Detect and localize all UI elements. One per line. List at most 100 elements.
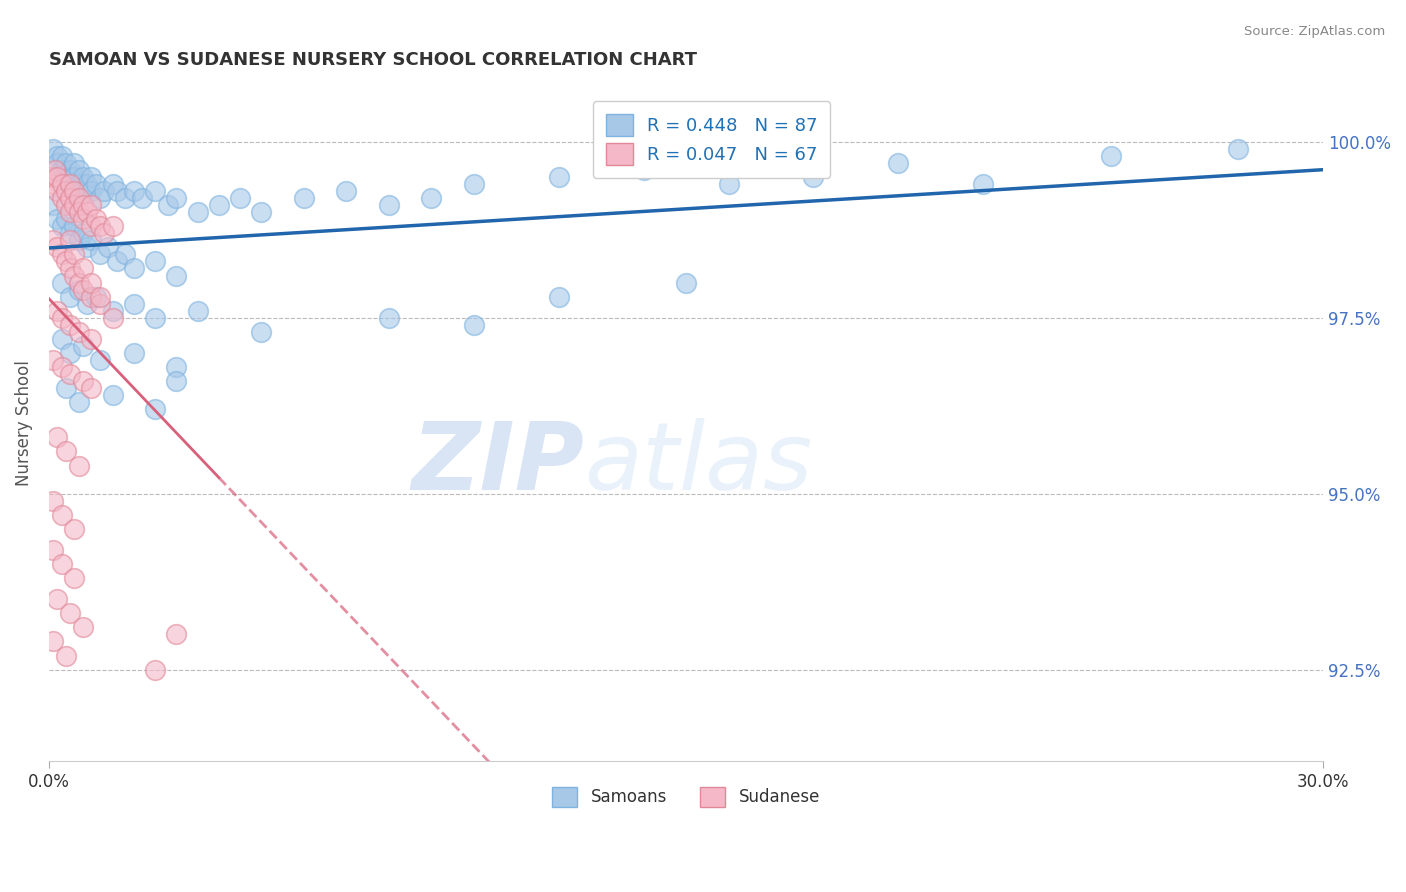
Point [93,227,115,241]
Point [887,156,910,170]
Point [42,233,65,247]
Text: Source: ZipAtlas.com: Source: ZipAtlas.com [1244,25,1385,38]
Point [72,339,94,353]
Point [72,620,94,634]
Point [51,191,73,205]
Point [72,212,94,227]
Point [97,240,120,254]
Point [59,191,82,205]
Point [51,310,73,325]
Point [114,191,136,205]
Point [84,290,107,304]
Point [67,325,90,339]
Point [46,430,69,444]
Point [55,381,77,395]
Point [63,268,86,283]
Point [55,198,77,212]
Point [165,359,187,374]
Point [63,219,86,234]
Point [80,233,103,247]
Point [72,283,94,297]
Point [59,346,82,360]
Point [59,607,82,621]
Point [63,169,86,184]
Point [335,184,357,198]
Point [143,254,166,268]
Point [80,184,103,198]
Point [89,296,111,310]
Point [59,205,82,219]
Point [143,402,166,417]
Point [105,184,128,198]
Point [84,177,107,191]
Point [67,163,90,178]
Point [208,198,231,212]
Point [717,177,740,191]
Point [633,163,655,178]
Point [377,310,399,325]
Point [89,191,111,205]
Point [131,191,153,205]
Point [803,169,825,184]
Point [67,276,90,290]
Point [89,247,111,261]
Point [165,191,187,205]
Point [105,254,128,268]
Point [59,318,82,332]
Point [72,184,94,198]
Point [1227,142,1250,156]
Point [42,198,65,212]
Legend: Samoans, Sudanese: Samoans, Sudanese [546,780,827,814]
Point [51,359,73,374]
Point [122,346,145,360]
Point [51,332,73,346]
Point [76,205,98,219]
Point [72,374,94,388]
Point [55,184,77,198]
Point [143,184,166,198]
Point [63,184,86,198]
Point [292,191,315,205]
Point [156,198,179,212]
Point [187,205,209,219]
Point [51,163,73,178]
Point [59,290,82,304]
Point [67,177,90,191]
Point [165,627,187,641]
Point [42,543,65,558]
Point [72,227,94,241]
Point [80,290,103,304]
Point [67,395,90,409]
Point [101,219,124,234]
Point [165,268,187,283]
Point [93,184,115,198]
Point [80,332,103,346]
Point [250,325,273,339]
Point [101,310,124,325]
Point [51,557,73,571]
Point [55,212,77,227]
Point [122,261,145,276]
Point [63,198,86,212]
Point [59,177,82,191]
Point [76,177,98,191]
Point [229,191,252,205]
Point [46,240,69,254]
Point [463,318,485,332]
Point [59,227,82,241]
Point [46,149,69,163]
Point [76,296,98,310]
Point [377,198,399,212]
Text: ZIP: ZIP [411,417,583,510]
Point [59,367,82,381]
Point [143,310,166,325]
Point [59,233,82,247]
Text: atlas: atlas [583,418,813,509]
Point [51,247,73,261]
Point [67,283,90,297]
Point [972,177,994,191]
Point [59,169,82,184]
Point [46,156,69,170]
Point [44,163,66,178]
Point [122,184,145,198]
